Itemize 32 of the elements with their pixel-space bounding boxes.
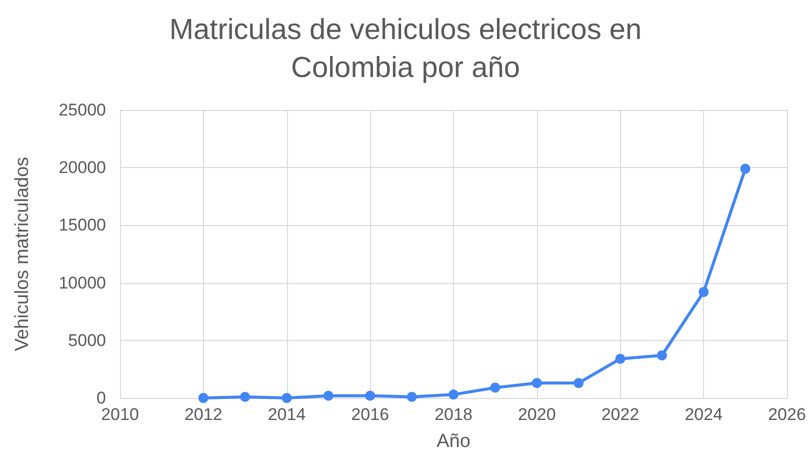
x-tick-label: 2024: [684, 405, 723, 424]
x-tick-label: 2010: [101, 405, 139, 424]
point: [406, 392, 417, 402]
y-axis-title: Vehiculos matriculados: [12, 156, 33, 352]
point: [656, 350, 667, 360]
chart-title: Matriculas de vehiculos electricos en Colombia por año: [169, 14, 642, 84]
y-tick-label: 15000: [58, 216, 106, 235]
point: [240, 392, 250, 402]
point: [532, 378, 542, 388]
point: [198, 393, 208, 403]
point: [490, 382, 500, 393]
point: [323, 390, 334, 401]
point: [282, 393, 292, 403]
y-tick-label: 5000: [68, 330, 106, 350]
x-tick-label: 2022: [601, 405, 640, 424]
x-tick-label: 2014: [268, 405, 306, 424]
x-tick-label: 2018: [434, 405, 472, 424]
point: [615, 354, 626, 364]
x-tick-label: 2026: [768, 405, 806, 424]
point: [448, 390, 458, 400]
x-tick-label: 2020: [518, 405, 556, 424]
x-tick-label: 2012: [184, 405, 222, 424]
point: [740, 164, 750, 174]
x-axis-title: Año: [436, 431, 470, 452]
y-tick-label: 20000: [58, 158, 106, 178]
point: [574, 378, 584, 388]
y-tick-label: 10000: [58, 273, 106, 292]
point: [698, 287, 709, 298]
y-tick-label: 25000: [58, 100, 106, 120]
y-tick-label: 0: [96, 388, 106, 408]
point: [365, 390, 376, 401]
x-tick-label: 2016: [351, 405, 390, 424]
